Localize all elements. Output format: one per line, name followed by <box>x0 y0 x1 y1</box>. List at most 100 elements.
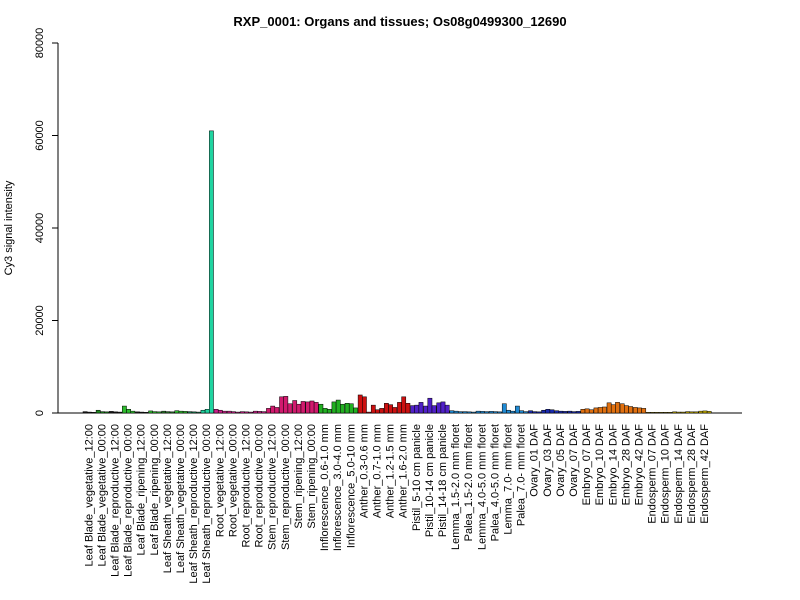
bar <box>135 411 140 414</box>
bar <box>335 399 341 414</box>
bar <box>200 409 206 414</box>
x-category-label: Leaf Blade_vegetative_12:00 <box>83 424 95 567</box>
bar <box>313 402 319 414</box>
bar <box>148 410 153 414</box>
bar <box>702 410 708 414</box>
x-category-label: Endosperm_28 DAF <box>686 424 698 524</box>
x-category-label: Root_reproductive_12:00 <box>241 424 253 548</box>
bar <box>331 401 337 414</box>
bar <box>182 411 188 414</box>
bar <box>466 411 472 414</box>
bar <box>283 396 289 414</box>
x-category-label: Root_reproductive_00:00 <box>254 424 266 548</box>
bar <box>152 411 158 414</box>
y-tick-label: 0 <box>34 410 46 416</box>
bar <box>571 411 577 414</box>
x-category-label: Endosperm_14 DAF <box>673 424 685 524</box>
bar <box>370 404 376 414</box>
bar <box>300 401 306 414</box>
bar <box>423 405 429 414</box>
x-category-label: Leaf Blade_vegetative_00:00 <box>96 424 108 567</box>
bar <box>169 411 175 414</box>
bar <box>309 400 315 414</box>
bar <box>126 409 131 414</box>
x-category-label: Anther_1.6-2.0 mm <box>398 424 410 518</box>
x-category-label: Stem_ripening_12:00 <box>293 424 305 529</box>
bar <box>266 408 271 414</box>
bar <box>637 407 642 414</box>
bar <box>204 409 210 414</box>
bar <box>484 411 489 414</box>
bar <box>646 412 651 414</box>
x-category-label: Leaf Sheath_vegetative_00:00 <box>175 424 187 573</box>
x-category-label: Pistil_5-10 cm panicle <box>411 424 423 531</box>
x-category-label: Endosperm_07 DAF <box>647 424 659 524</box>
bar <box>545 409 551 414</box>
bar <box>213 409 219 414</box>
x-category-label: Leaf Blade_reproductive_00:00 <box>123 424 135 577</box>
bar <box>672 411 677 414</box>
bar <box>161 410 167 414</box>
bar <box>178 410 184 414</box>
bar <box>575 411 581 414</box>
bar <box>523 411 529 414</box>
x-category-label: Ovary_05 DAF <box>555 424 567 497</box>
bar <box>506 409 511 414</box>
bar <box>248 411 254 414</box>
bar <box>405 403 411 414</box>
x-category-label: Leaf Blade_ripening_12:00 <box>136 424 148 556</box>
x-category-label: Anther_0.3-0.6 mm <box>358 424 370 518</box>
bar <box>667 412 673 414</box>
bar <box>593 407 599 414</box>
x-category-label: Inflorescence_5.0-10 mm <box>345 424 357 548</box>
bar <box>191 411 197 414</box>
bar <box>174 410 180 414</box>
bar <box>100 411 105 414</box>
bar <box>457 411 463 414</box>
bar <box>344 403 350 414</box>
bar <box>82 411 88 414</box>
bar <box>659 412 664 414</box>
bar <box>471 411 476 414</box>
bar <box>86 411 92 414</box>
bar <box>698 410 704 414</box>
bar <box>122 405 127 414</box>
bar <box>515 405 520 414</box>
bar <box>562 411 568 414</box>
bar <box>231 411 236 414</box>
bar <box>388 404 393 414</box>
bar <box>296 403 302 414</box>
x-category-label: Embryo_14 DAF <box>607 424 619 506</box>
bar <box>104 411 109 414</box>
bar <box>580 409 586 414</box>
bar <box>685 411 691 414</box>
bar <box>462 411 468 414</box>
x-category-label: Anther_1.2-1.5 mm <box>385 424 397 518</box>
bar <box>117 411 123 414</box>
bar <box>624 405 629 414</box>
bar <box>384 403 389 414</box>
x-category-label: Endosperm_10 DAF <box>660 424 672 524</box>
bar <box>449 410 455 414</box>
x-category-label: Anther_0.7-1.0 mm <box>372 424 384 518</box>
bar <box>113 411 118 414</box>
bar <box>195 411 201 414</box>
y-tick-label: 80000 <box>34 28 46 59</box>
bar <box>91 412 96 414</box>
bar <box>680 411 686 414</box>
bar <box>610 404 616 414</box>
bar <box>348 403 354 414</box>
bar <box>602 406 607 414</box>
bar <box>519 410 524 414</box>
bar <box>375 409 380 414</box>
bar <box>689 411 695 414</box>
bar <box>493 411 498 414</box>
bar <box>362 396 367 414</box>
bar <box>187 411 193 414</box>
bar <box>475 410 481 414</box>
bar <box>444 404 450 414</box>
x-category-label: Embryo_42 DAF <box>634 424 646 506</box>
y-tick-label: 20000 <box>34 305 46 336</box>
bar <box>706 411 712 414</box>
x-category-label: Palea_1.5-2.0 mm floret <box>463 424 475 541</box>
